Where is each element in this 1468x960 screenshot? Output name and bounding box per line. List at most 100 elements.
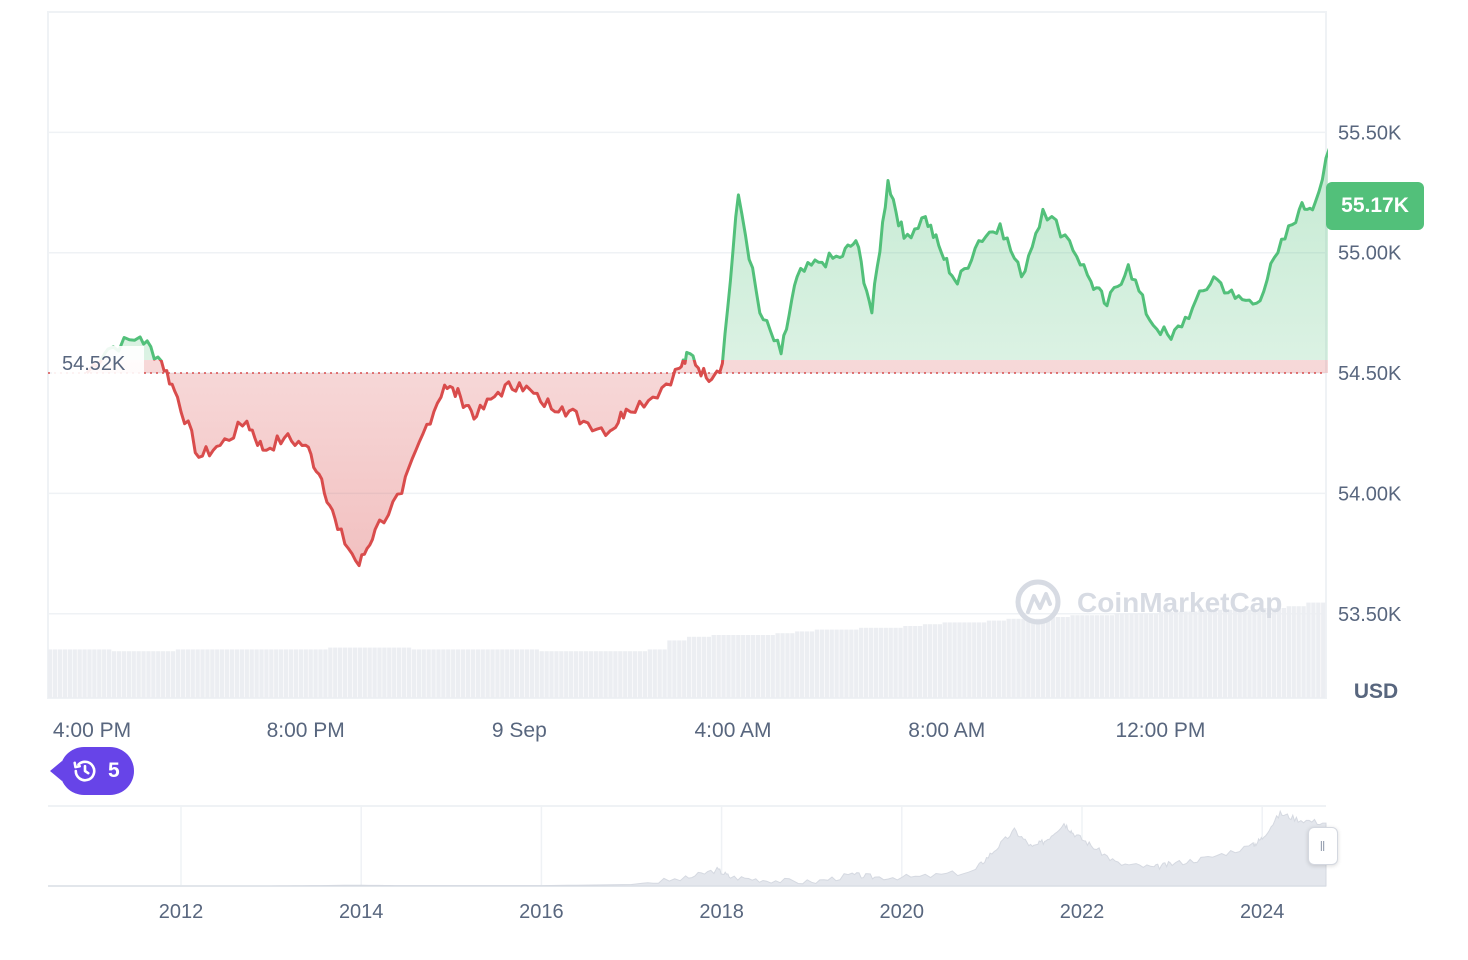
history-badge[interactable]: 5 xyxy=(50,747,134,795)
volume-bar xyxy=(908,626,913,698)
price-series-line xyxy=(85,147,1328,568)
x-axis-ticks: 4:00 PM 8:00 PM 9 Sep 4:00 AM 8:00 AM 12:00 P… xyxy=(53,719,1205,742)
volume-bar xyxy=(760,635,766,698)
volume-bar xyxy=(593,651,598,698)
year-tick-label: 2018 xyxy=(699,901,744,923)
volume-bar xyxy=(475,649,480,698)
volume-bar xyxy=(932,624,938,698)
volume-bar xyxy=(613,651,618,698)
volume-bar xyxy=(1178,611,1183,698)
volume-bar xyxy=(1321,602,1326,698)
volume-bar xyxy=(205,649,210,698)
volume-bar xyxy=(628,651,633,698)
volume-bar xyxy=(416,649,421,698)
volume-bar xyxy=(308,649,313,698)
y-tick-label: 55.50K xyxy=(1338,122,1402,144)
volume-bar xyxy=(126,651,131,698)
volume-bar xyxy=(411,649,417,698)
volume-bar xyxy=(1153,613,1159,698)
volume-bar xyxy=(1144,613,1149,698)
volume-bar xyxy=(1212,609,1218,698)
volume-bar xyxy=(362,647,367,698)
volume-bar xyxy=(372,647,377,698)
volume-bar xyxy=(1031,618,1036,698)
volume-bar xyxy=(559,651,564,698)
volume-bar xyxy=(682,640,687,698)
volume-bar xyxy=(1070,615,1075,698)
volume-bar xyxy=(1016,618,1021,698)
volume-bar xyxy=(859,627,864,698)
year-tick-label: 2012 xyxy=(159,901,204,923)
volume-bar xyxy=(48,649,53,698)
volume-bar xyxy=(721,635,726,698)
volume-bar xyxy=(293,649,299,698)
baseline-label: 54.52K xyxy=(52,346,144,378)
volume-bar xyxy=(357,647,362,698)
volume-bar xyxy=(800,631,805,698)
volume-bar xyxy=(539,651,544,698)
volume-bar xyxy=(495,649,500,698)
volume-bar xyxy=(500,649,505,698)
volume-bar xyxy=(657,649,662,698)
volume-bar xyxy=(62,649,68,698)
volume-bar xyxy=(190,649,195,698)
navigator-drag-handle[interactable]: ‖ xyxy=(1308,827,1338,865)
volume-bar xyxy=(750,635,756,698)
volume-bar xyxy=(1311,602,1316,698)
volume-bar xyxy=(1065,617,1070,698)
volume-bar xyxy=(1119,613,1124,698)
volume-bar xyxy=(436,649,441,698)
area-above-baseline xyxy=(101,152,1328,360)
coinmarketcap-logo-icon xyxy=(1015,579,1061,625)
volume-bar xyxy=(510,649,515,698)
volume-bar xyxy=(981,622,987,698)
volume-bar xyxy=(1271,608,1277,698)
volume-bar xyxy=(755,635,761,698)
volume-bar xyxy=(283,649,289,698)
volume-bar xyxy=(814,629,820,698)
volume-bar xyxy=(745,635,751,698)
volume-bar xyxy=(947,622,952,698)
volume-bar xyxy=(1134,613,1139,698)
volume-bar xyxy=(52,649,58,698)
volume-bar xyxy=(790,633,795,698)
volume-bar xyxy=(785,633,790,698)
volume-bar xyxy=(903,626,908,698)
volume-bar xyxy=(918,626,923,698)
volume-bar xyxy=(687,636,692,698)
volume-bar xyxy=(279,649,284,698)
volume-bar xyxy=(1193,611,1198,698)
volume-bar xyxy=(716,635,721,698)
volume-bar xyxy=(121,651,127,698)
currency-label: USD xyxy=(1354,680,1398,703)
volume-bar xyxy=(1267,608,1272,698)
volume-bar xyxy=(529,649,535,698)
volume-bar xyxy=(1158,611,1164,698)
volume-bar xyxy=(819,629,825,698)
volume-bar xyxy=(1301,606,1306,698)
volume-bar xyxy=(1163,611,1169,698)
volume-bar xyxy=(102,649,107,698)
volume-bar xyxy=(57,649,63,698)
price-line-down xyxy=(85,360,725,568)
grip-icon: ‖ xyxy=(1319,838,1327,854)
volume-bar xyxy=(726,635,731,698)
volume-bar xyxy=(642,651,648,698)
volume-bar xyxy=(1094,615,1100,698)
volume-bar xyxy=(1286,606,1291,698)
history-button[interactable]: 5 xyxy=(50,747,134,795)
volume-bar xyxy=(1306,602,1311,698)
volume-bar xyxy=(986,620,992,698)
volume-bar xyxy=(623,651,628,698)
volume-bar xyxy=(632,651,638,698)
volume-bar xyxy=(1050,617,1056,698)
volume-bar xyxy=(795,631,800,698)
baseline-value: 54.52K xyxy=(62,353,126,375)
volume-bar xyxy=(829,629,834,698)
volume-bar xyxy=(1252,609,1257,698)
area-below-baseline xyxy=(86,360,1328,566)
volume-bar xyxy=(1060,617,1065,698)
volume-bar xyxy=(849,629,854,698)
volume-bar xyxy=(583,651,589,698)
